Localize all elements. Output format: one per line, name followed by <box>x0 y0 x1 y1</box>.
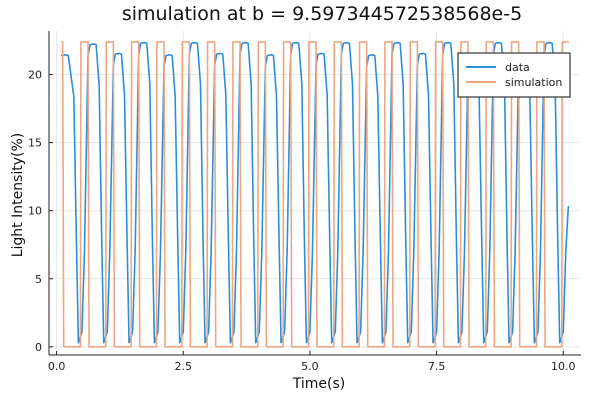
y-axis-label: Light Intensity(%) <box>10 133 26 258</box>
y-tick-label-1: 5 <box>35 273 42 286</box>
x-tick-label-2: 5.0 <box>301 360 319 373</box>
x-axis-label: Time(s) <box>292 376 345 392</box>
x-tick-label-4: 10.0 <box>551 360 576 373</box>
y-tick-label-4: 20 <box>28 69 42 82</box>
series-line-simulation <box>60 41 570 348</box>
y-tick-label-0: 0 <box>35 341 42 354</box>
series-layer <box>60 41 570 348</box>
legend-data-label: data <box>505 61 530 74</box>
legend: data simulation <box>457 52 571 98</box>
chart-title: simulation at b = 9.597344572538568e-5 <box>122 3 522 25</box>
tick-labels: 0.0 2.5 5.0 7.5 10.0 0 5 10 15 20 <box>28 69 576 373</box>
y-tick-label-3: 15 <box>28 137 42 150</box>
axes <box>48 31 581 356</box>
x-tick-label-3: 7.5 <box>428 360 446 373</box>
y-tick-label-2: 10 <box>28 205 42 218</box>
legend-simulation-label: simulation <box>505 76 562 89</box>
series-line-data <box>60 41 570 344</box>
legend-box <box>457 52 571 98</box>
x-tick-label-0: 0.0 <box>48 360 66 373</box>
x-tick-label-1: 2.5 <box>175 360 193 373</box>
